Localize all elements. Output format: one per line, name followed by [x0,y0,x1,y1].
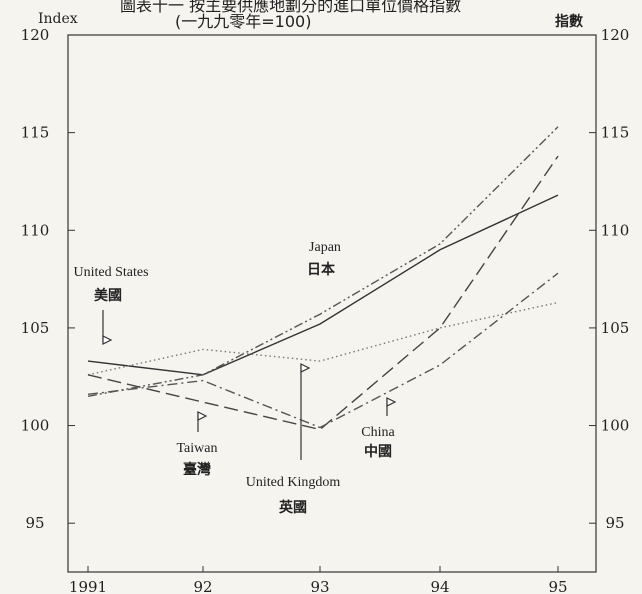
y-tick-label-right: 110 [601,221,630,239]
series-line-us [87,126,559,397]
us-label: United States [73,265,148,280]
left-axis-title: Index [38,11,78,27]
uk-label-zh: 英國 [278,499,307,516]
right-axis-title: 指數 [555,14,583,30]
y-tick-label-right: 115 [601,124,630,142]
x-tick-label: 93 [310,578,329,594]
y-tick-label-right: 95 [605,514,624,532]
plot-frame [67,34,597,573]
uk-label: United Kingdom [246,475,341,490]
chart-subtitle: (一九九零年=100) [175,12,312,31]
y-tick-label-right: 105 [601,319,630,337]
series-line-japan [87,194,559,376]
x-tick-label: 95 [548,578,567,594]
us-flag-icon [102,335,113,345]
y-tick-label-left: 120 [21,26,50,44]
series-line-china [87,272,559,429]
taiwan-label: Taiwan [176,441,217,456]
china-flag-icon [386,397,397,407]
x-tick-label: 94 [430,578,449,594]
x-tick-label: 92 [193,578,212,594]
y-tick-label-right: 120 [601,26,630,44]
taiwan-label-zh: 臺灣 [183,461,211,478]
uk-flag-icon [300,363,311,373]
series-line-taiwan [87,301,559,376]
japan-label: Japan [309,240,341,255]
us-label-zh: 美國 [94,287,122,304]
y-tick-label-left: 105 [21,319,50,337]
y-tick-label-left: 95 [25,514,44,532]
chart-title: 圖表十一 按主要供應地劃分的進口單位價格指數 [120,0,462,15]
japan-label-zh: 日本 [307,261,336,278]
y-tick-label-left: 110 [21,221,50,239]
taiwan-flag-icon [197,411,208,421]
china-label: China [361,425,395,440]
china-label-zh: 中國 [364,443,392,460]
x-tick-label: 1991 [69,578,107,594]
y-tick-label-left: 115 [21,124,50,142]
y-tick-label-left: 100 [21,417,50,435]
y-tick-label-right: 100 [601,417,630,435]
series-line-uk [87,155,559,431]
